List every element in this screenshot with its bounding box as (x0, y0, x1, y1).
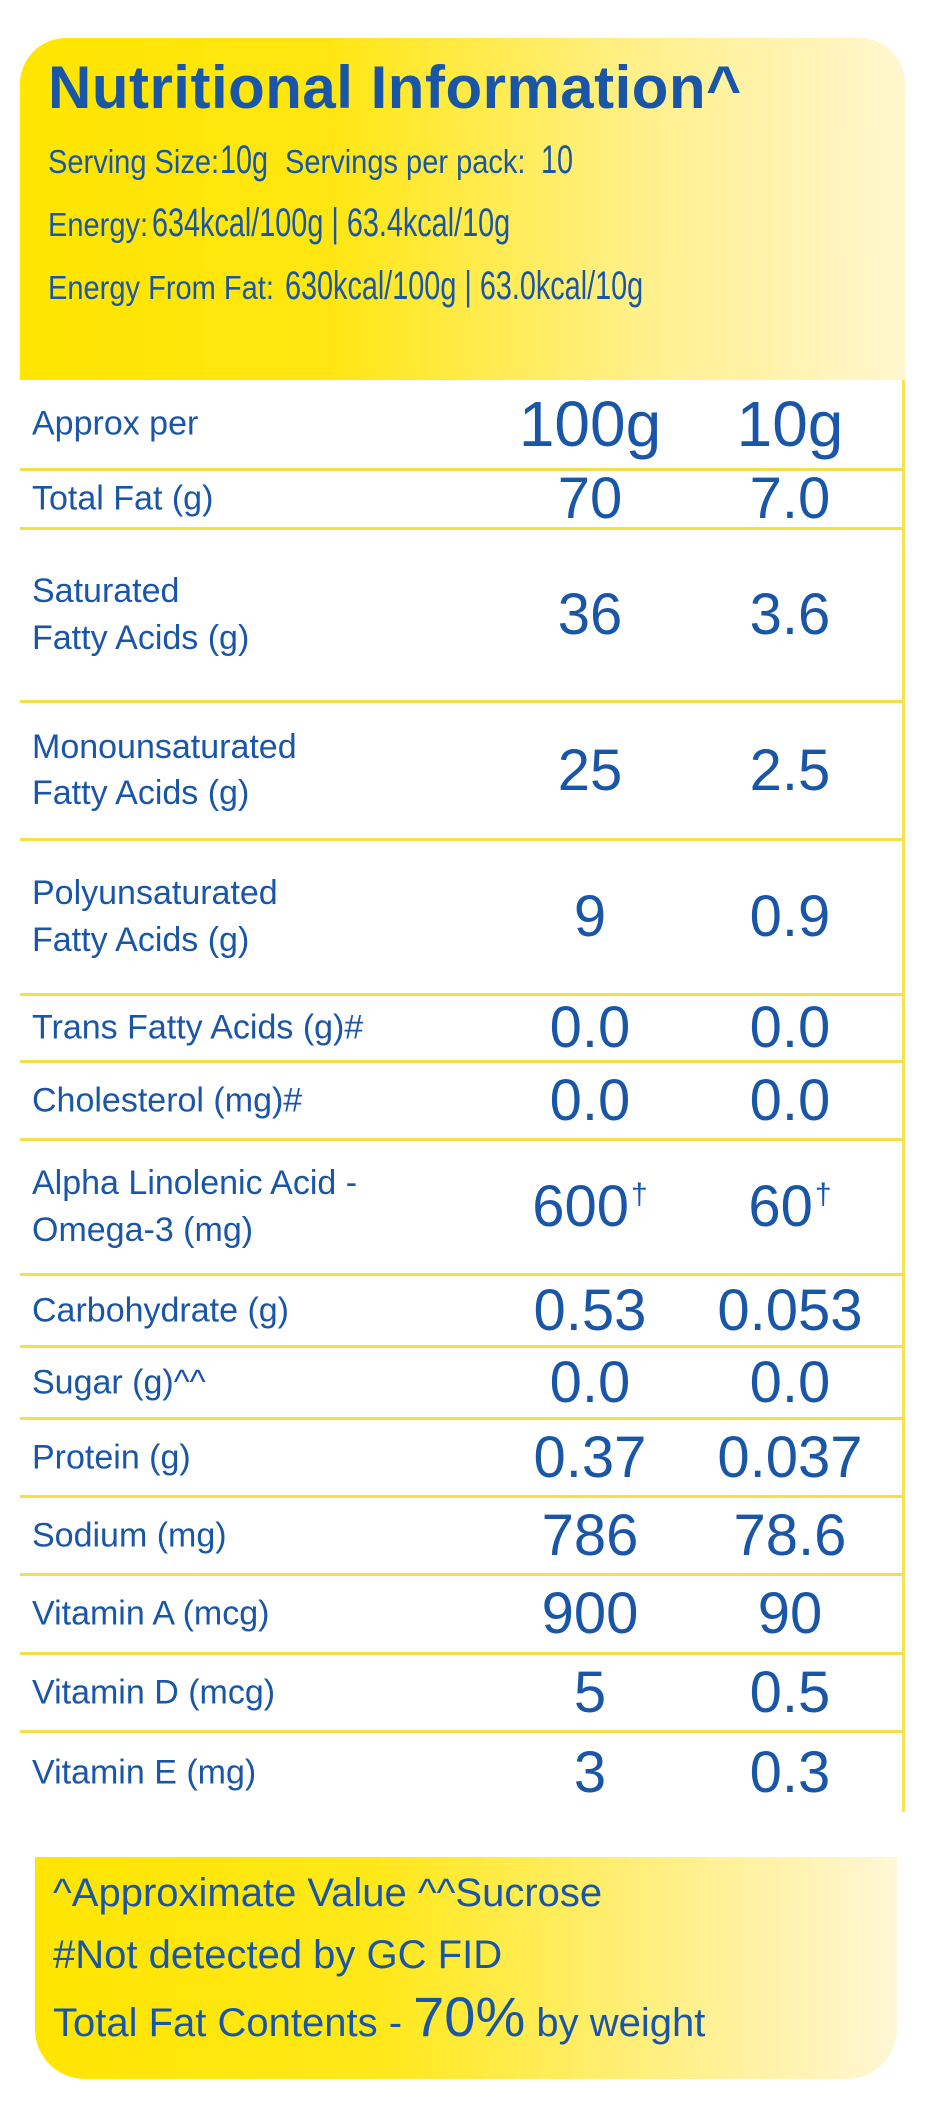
value-per-100g: 25 (557, 737, 623, 803)
nutrient-label: Polyunsaturated Fatty Acids (g) (32, 870, 472, 964)
table-row: Carbohydrate (g) 0.53 0.053 (20, 1273, 902, 1345)
column-header-100g: 100g (518, 388, 662, 460)
energy-from-fat-label: Energy From Fat: (48, 269, 274, 306)
table-row: Saturated Fatty Acids (g) 36 3.6 (20, 527, 902, 700)
total-fat-suffix: by weight (525, 2001, 706, 2045)
value-per-10g: 0.037 (717, 1424, 863, 1490)
nutrient-label: Saturated Fatty Acids (g) (32, 568, 472, 662)
total-fat-prefix: Total Fat Contents - (53, 2001, 414, 2045)
value-per-10g: 0.0 (749, 995, 831, 1060)
value-per-100g: 3 (573, 1739, 607, 1805)
footnote-total-fat-content: Total Fat Contents - 70% by weight (53, 1989, 705, 2045)
nutrient-label-line: Fatty Acids (g) (32, 921, 250, 959)
value-per-100g: 600† (495, 1178, 685, 1236)
nutrient-label: Trans Fatty Acids (g)# (32, 1008, 364, 1047)
page-title: Nutritional Information^ (48, 54, 742, 121)
table-row: Sugar (g)^^ 0.0 0.0 (20, 1345, 902, 1417)
value-per-10g: 0.0 (749, 1067, 831, 1133)
dagger-mark: † (631, 1178, 648, 1211)
nutrient-label-line: Polyunsaturated (32, 874, 278, 913)
nutrition-table: Approx per 100g 10g Total Fat (g) 70 7.0… (20, 380, 905, 1812)
nutrient-label: Vitamin D (mcg) (32, 1673, 276, 1712)
table-row: Alpha Linolenic Acid - Omega-3 (mg) 600†… (20, 1138, 902, 1273)
value-per-100g: 36 (557, 582, 623, 647)
value-per-100g: 786 (541, 1502, 639, 1568)
nutrition-header: Nutritional Information^ Serving Size:10… (20, 38, 905, 380)
table-header-row: Approx per 100g 10g (20, 380, 902, 468)
value-per-10g: 0.5 (749, 1659, 831, 1725)
nutrient-label: Sugar (g)^^ (32, 1363, 206, 1402)
value-per-100g: 9 (573, 884, 607, 949)
dagger-mark: † (814, 1178, 832, 1211)
nutrient-label: Protein (g) (32, 1438, 191, 1477)
table-row: Monounsaturated Fatty Acids (g) 25 2.5 (20, 700, 902, 838)
nutrient-label-line: Saturated (32, 572, 180, 611)
nutrient-label: Vitamin A (mcg) (32, 1594, 270, 1633)
nutrient-label: Alpha Linolenic Acid - Omega-3 (mg) (32, 1160, 472, 1254)
table-row: Sodium (mg) 786 78.6 (20, 1495, 902, 1573)
nutrient-label: Monounsaturated Fatty Acids (g) (32, 724, 472, 818)
serving-info-line: Serving Size:10g Servings per pack: 10 (48, 140, 585, 180)
value-per-100g: 0.53 (533, 1277, 647, 1343)
table-row: Vitamin A (mcg) 900 90 (20, 1573, 902, 1652)
value-per-10g: 0.0 (749, 1349, 831, 1415)
value-number: 600 (532, 1174, 630, 1239)
energy-line: Energy:634kcal/100g | 63.4kcal/10g (48, 203, 649, 243)
energy-from-fat-value: 630kcal/100g | 63.0kcal/10g (284, 264, 643, 308)
nutrient-label: Sodium (mg) (32, 1516, 227, 1555)
value-per-10g: 7.0 (749, 466, 831, 531)
nutrient-label: Cholesterol (mg)# (32, 1081, 303, 1120)
energy-label: Energy: (48, 206, 149, 243)
servings-per-pack-label: Servings per pack: (285, 143, 526, 180)
value-per-100g: 70 (557, 466, 623, 531)
column-header-10g: 10g (736, 388, 844, 460)
value-per-100g: 0.0 (549, 1349, 631, 1415)
value-per-100g: 900 (541, 1581, 639, 1646)
value-per-10g: 78.6 (733, 1502, 847, 1568)
value-per-100g: 0.0 (549, 995, 631, 1060)
nutrient-label: Total Fat (g) (32, 479, 214, 518)
nutrient-label-line: Monounsaturated (32, 727, 297, 766)
nutrient-label: Vitamin E (mg) (32, 1753, 257, 1792)
nutrient-label-line: Omega-3 (mg) (32, 1211, 254, 1249)
serving-size-value: 10g (220, 138, 269, 182)
total-fat-percentage: 70% (413, 1985, 526, 2048)
nutrition-label-card: Nutritional Information^ Serving Size:10… (20, 38, 905, 2080)
servings-per-pack-value: 10 (540, 138, 573, 182)
value-number: 60 (748, 1174, 813, 1239)
value-per-100g: 5 (573, 1659, 607, 1725)
value-per-10g: 0.3 (749, 1739, 831, 1805)
table-row: Polyunsaturated Fatty Acids (g) 9 0.9 (20, 838, 902, 993)
nutrient-label-line: Fatty Acids (g) (32, 774, 250, 813)
table-row: Trans Fatty Acids (g)# 0.0 0.0 (20, 993, 902, 1060)
energy-value: 634kcal/100g | 63.4kcal/10g (151, 201, 510, 245)
value-per-10g: 90 (757, 1581, 823, 1646)
energy-from-fat-line: Energy From Fat: 630kcal/100g | 63.0kcal/… (48, 266, 782, 306)
value-per-10g: 3.6 (749, 582, 831, 647)
table-row: Total Fat (g) 70 7.0 (20, 466, 902, 531)
value-per-10g: 2.5 (749, 737, 831, 803)
value-per-10g: 0.9 (749, 884, 831, 949)
value-per-100g: 0.0 (549, 1067, 631, 1133)
nutrient-label: Carbohydrate (g) (32, 1291, 290, 1330)
footnote-approximate-sucrose: ^Approximate Value ^^Sucrose (53, 1871, 603, 1915)
column-header-label: Approx per (32, 404, 199, 443)
footnotes-panel: ^Approximate Value ^^Sucrose #Not detect… (35, 1857, 897, 2079)
table-row: Cholesterol (mg)# 0.0 0.0 (20, 1060, 902, 1138)
value-per-100g: 0.37 (533, 1424, 647, 1490)
nutrient-label-line: Fatty Acids (g) (32, 619, 250, 657)
table-row: Vitamin E (mg) 3 0.3 (20, 1730, 902, 1812)
value-per-10g: 60† (700, 1178, 880, 1236)
serving-size-label: Serving Size: (48, 143, 220, 180)
footnote-not-detected: #Not detected by GC FID (53, 1933, 503, 1977)
table-row: Protein (g) 0.37 0.037 (20, 1417, 902, 1495)
table-row: Vitamin D (mcg) 5 0.5 (20, 1652, 902, 1730)
value-per-10g: 0.053 (717, 1277, 863, 1343)
nutrient-label-line: Alpha Linolenic Acid - (32, 1164, 358, 1203)
